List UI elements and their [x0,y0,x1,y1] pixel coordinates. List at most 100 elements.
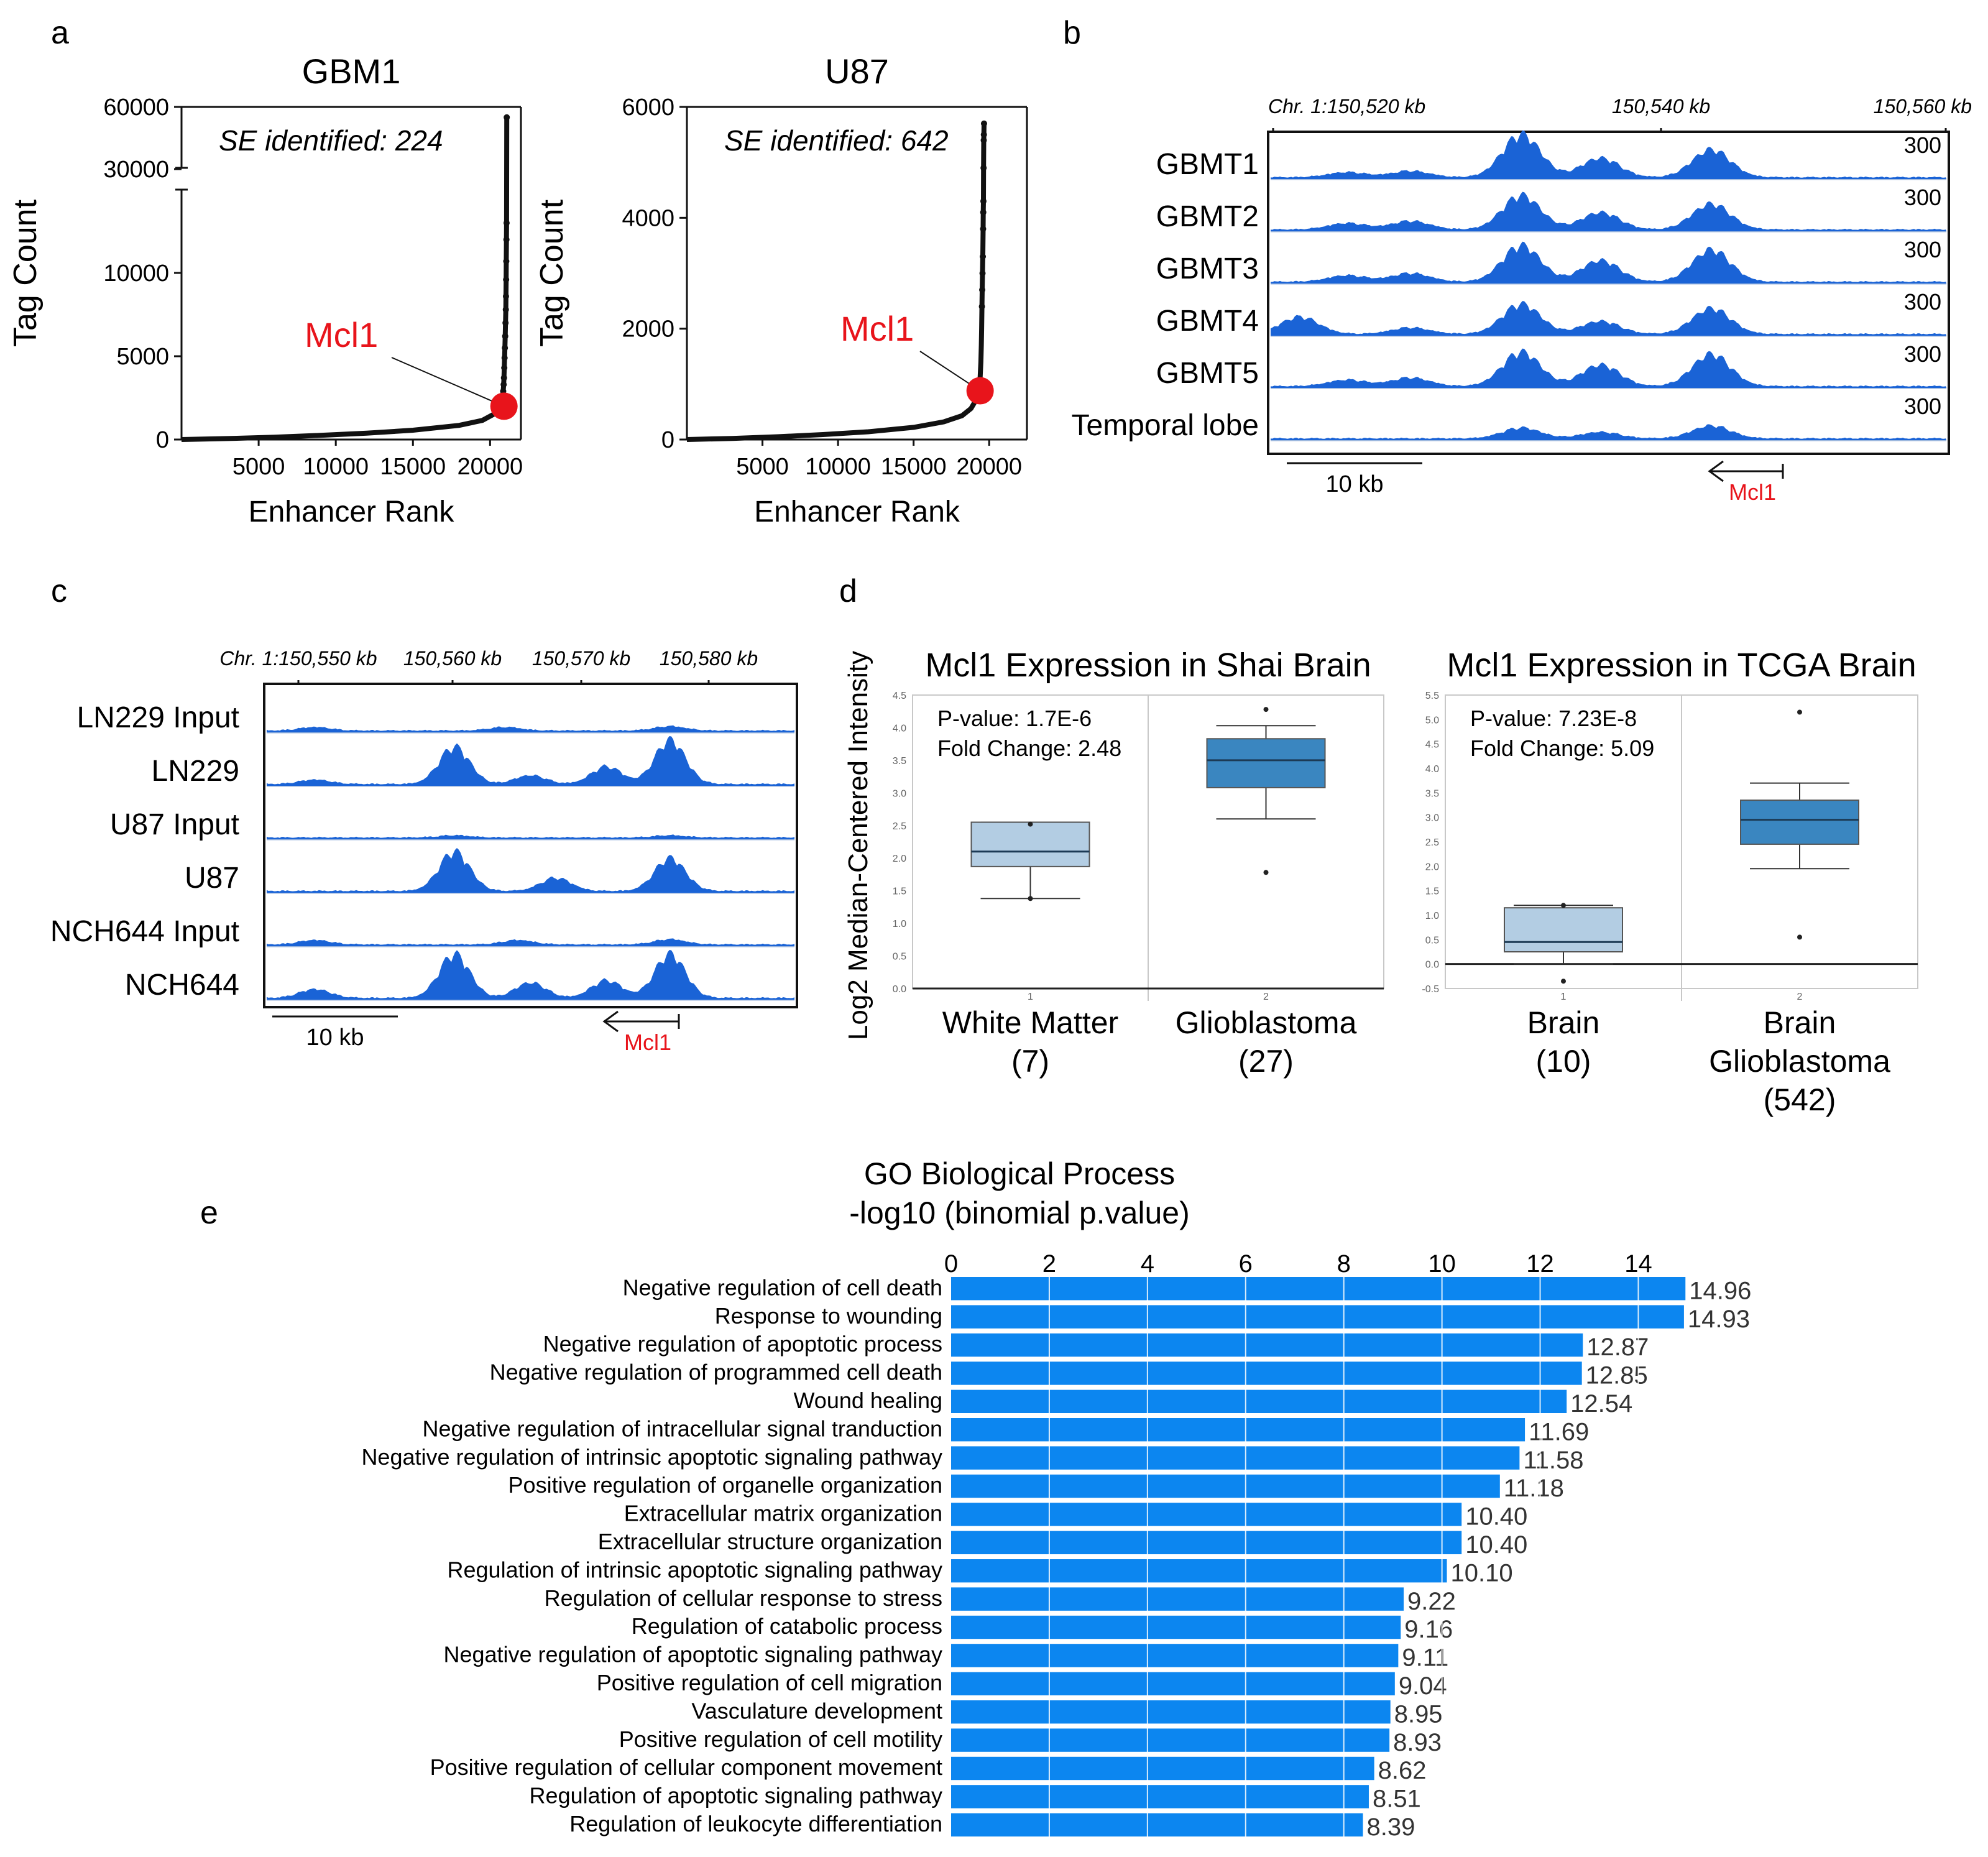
gene-label: Mcl1 [624,1030,671,1055]
bar [951,1728,1390,1752]
bar-category-label: Extracellular matrix organization [624,1501,942,1526]
track-signal [267,735,794,786]
box-iqr [1504,907,1623,952]
y-tick-label: 0.0 [1425,960,1439,970]
y-tick-label: 3.0 [1425,813,1439,824]
bar-value-label: 9.22 [1407,1588,1456,1615]
y-tick-label: 2.5 [1425,837,1439,848]
bar-category-label: Negative regulation of programmed cell d… [490,1360,942,1385]
chart-box-shai: 0.0 0.5 1.0 1.5 2.0 2.5 3.0 3.5 4.0 4.5 Mcl1 Expre… [843,647,1384,1079]
scale-bar-label: 10 kb [1326,471,1384,497]
panel-letter-d: d [839,573,857,609]
data-point [501,364,508,371]
coordinate-label: 150,540 kb [1612,95,1710,118]
bar-category-label: Positive regulation of organelle organiz… [509,1472,942,1498]
track-label: U87 [185,862,239,895]
y-tick-label: 2000 [622,316,674,343]
track-label: NCH644 Input [50,915,239,948]
bar-category-label: Positive regulation of cellular componen… [430,1754,942,1780]
x-tick-label: 2 [1797,992,1803,1002]
track-signal [1271,301,1946,336]
chart-go-bars: GO Biological Process -log10 (binomial p.… [361,1156,1751,1841]
y-tick-label: 2.0 [893,854,906,864]
bar-value-label: 10.10 [1451,1559,1513,1587]
bar-value-label: 14.93 [1688,1306,1750,1333]
x-tick-label: 4 [1141,1250,1154,1278]
track-signal [1271,241,1946,283]
scale-bar-label: 10 kb [306,1025,364,1051]
box-iqr [970,821,1090,867]
panel-letter-a: a [51,15,69,51]
group-count: (542) [1764,1082,1836,1117]
y-tick-label: 0.5 [1425,935,1439,946]
chart-title: GBM1 [302,52,401,91]
bar [951,1418,1526,1442]
bar-category-label: Negative regulation of apoptotic process [543,1331,942,1357]
track-signal [267,949,794,1000]
x-tick-label: 0 [944,1250,958,1278]
track-max-label: 300 [1904,289,1941,315]
bar-value-label: 9.16 [1404,1616,1453,1643]
x-tick-label: 5000 [232,454,285,480]
bar [951,1503,1462,1526]
panel-letter-e: e [200,1195,218,1231]
track-label: Temporal lobe [1072,409,1259,442]
x-tick-label: 20000 [458,454,523,480]
box-outlier [1028,821,1033,827]
y-axis-label: Tag Count [534,199,570,347]
y-tick-label: 1.0 [1425,911,1439,921]
tracks-frame [1267,131,1950,455]
coordinate-label: 150,580 kb [660,647,758,670]
group-label: Glioblastoma [1176,1005,1357,1040]
box-outlier [1561,979,1566,984]
highlight-leader [391,357,505,407]
track-max-label: 300 [1904,394,1941,419]
box-outlier [1561,903,1566,908]
x-tick-label: 10000 [303,454,369,480]
bar-value-label: 9.11 [1402,1644,1448,1672]
track-max-label: 300 [1904,237,1941,262]
y-tick-label: 1.0 [893,919,906,929]
fold-change: Fold Change: 2.48 [937,735,1121,761]
x-tick-label: 14 [1624,1250,1652,1278]
bar [951,1559,1447,1583]
bar-value-label: 11.58 [1523,1447,1583,1474]
group-label: Brain [1527,1005,1600,1040]
bar [951,1474,1500,1498]
chart-gbm1: GBM1 0 5000 10000 30000 60000 5000 10000 15000 20… [7,52,523,528]
y-tick-label: 5.5 [1425,691,1439,701]
highlight-label: Mcl1 [305,315,378,354]
data-point [980,165,987,172]
panel-letter-b: b [1063,15,1081,51]
gene-label: Mcl1 [1729,479,1776,505]
bar-category-label: Regulation of apoptotic signaling pathwa… [530,1783,942,1809]
data-point [980,198,987,205]
track-label: GBMT5 [1156,357,1259,390]
data-point [503,236,510,243]
data-point [502,333,509,339]
bar-category-label: Regulation of intrinsic apoptotic signal… [448,1557,942,1582]
gene-arrow-head [1708,460,1724,482]
data-curve [686,123,987,442]
y-tick-label: 5.0 [1425,715,1439,726]
data-point [502,320,509,326]
p-value: P-value: 1.7E-6 [937,706,1092,731]
box-outlier [1028,896,1033,901]
data-point [980,226,987,233]
bar-value-label: 8.93 [1393,1729,1442,1756]
bar-category-label: Extracellular structure organization [598,1529,942,1554]
y-tick-label: 1.5 [893,887,906,897]
y-tick-label: 0 [661,427,674,453]
y-tick-label: 60000 [103,94,169,121]
track-signal [267,938,794,946]
x-tick-label: 6 [1239,1250,1253,1278]
data-point [503,219,510,226]
x-tick-label: 12 [1526,1250,1554,1278]
bar [951,1644,1399,1667]
bar [951,1305,1684,1329]
bar-category-label: Regulation of cellular response to stres… [545,1585,942,1611]
y-tick-label: 0 [156,427,169,453]
bar-value-label: 8.95 [1394,1700,1443,1728]
data-point [980,209,987,216]
bar-category-label: Negative regulation of cell death [623,1274,942,1300]
